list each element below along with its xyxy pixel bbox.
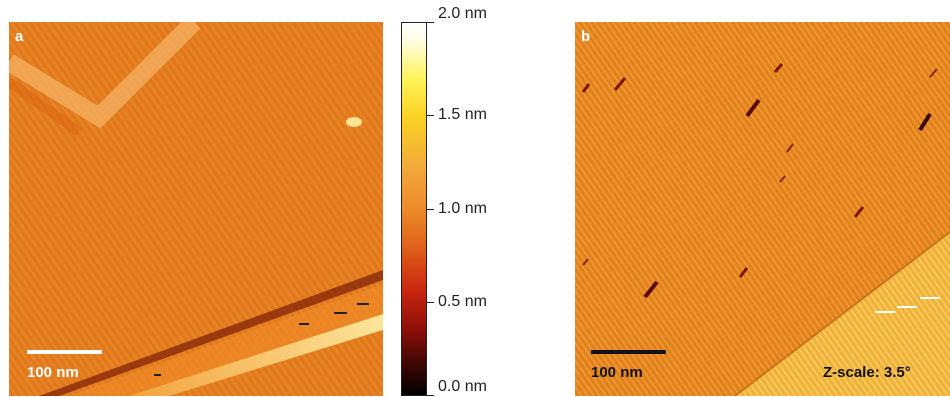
colorbar-tick — [427, 395, 434, 396]
colorbar-label-1-0: 1.0 nm — [438, 200, 487, 217]
colorbar-label-2-0: 2.0 nm — [438, 5, 487, 22]
phase-map-texture — [575, 22, 950, 396]
colorbar-tick — [427, 115, 434, 116]
scale-bar-b — [591, 350, 666, 354]
colorbar-label-0-5: 0.5 nm — [438, 293, 487, 310]
height-map-texture — [9, 22, 383, 396]
scale-bar-label-a: 100 nm — [27, 364, 79, 381]
colorbar-label-0-0: 0.0 nm — [438, 378, 487, 395]
height-colorbar — [401, 22, 427, 396]
z-scale-label: Z-scale: 3.5° — [823, 364, 911, 381]
scale-bar-label-b: 100 nm — [591, 364, 643, 381]
panel-letter-b: b — [581, 28, 591, 45]
colorbar-tick — [427, 22, 434, 23]
colorbar-label-1-5: 1.5 nm — [438, 106, 487, 123]
afm-phase-image: b 100 nm Z-scale: 3.5° — [575, 22, 950, 396]
colorbar-tick — [427, 302, 434, 303]
colorbar-tick — [427, 209, 434, 210]
panel-letter-a: a — [15, 28, 24, 45]
afm-height-image: a 100 nm — [9, 22, 383, 396]
scale-bar-a — [27, 350, 102, 354]
